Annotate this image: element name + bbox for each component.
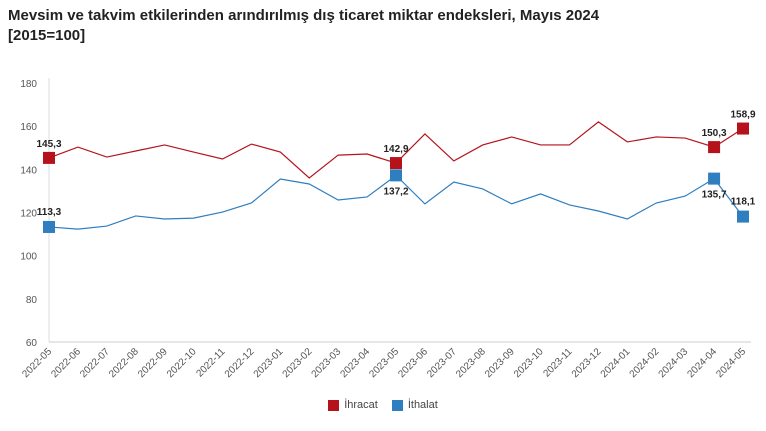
data-label: 142,9 <box>383 144 408 155</box>
legend-item-ithalat[interactable]: İthalat <box>391 399 438 411</box>
y-tick-label: 140 <box>20 165 37 176</box>
data-label: 137,2 <box>383 186 408 197</box>
x-tick-label: 2022-09 <box>136 346 170 380</box>
data-marker <box>737 122 749 135</box>
x-tick-label: 2023-11 <box>541 346 575 380</box>
x-tick-label: 2024-03 <box>657 346 691 380</box>
series-line-1 <box>48 174 744 230</box>
x-tick-label: 2024-04 <box>685 346 719 380</box>
legend-item-ihracat[interactable]: İhracat <box>328 399 378 411</box>
x-tick-label: 2023-08 <box>454 346 488 380</box>
x-tick-label: 2023-09 <box>483 346 517 380</box>
data-label: 145,3 <box>36 139 61 150</box>
legend-swatch-ihracat <box>328 399 340 411</box>
chart-title: Mevsim ve takvim etkilerinden arındırılm… <box>8 6 599 46</box>
data-marker <box>390 169 402 182</box>
legend: İhracat İthalat <box>0 399 766 411</box>
x-tick-label: 2023-03 <box>310 346 344 380</box>
x-tick-label: 2023-02 <box>281 346 315 380</box>
x-tick-label: 2022-11 <box>194 346 228 380</box>
x-tick-label: 2023-10 <box>512 346 546 380</box>
x-tick-label: 2023-06 <box>396 346 430 380</box>
data-marker <box>737 210 749 223</box>
x-tick-label: 2023-01 <box>252 346 286 380</box>
data-marker <box>390 157 402 170</box>
x-tick-label: 2022-10 <box>165 346 199 380</box>
chart-subtitle: [2015=100] <box>8 27 86 44</box>
data-label: 150,3 <box>702 128 727 139</box>
x-tick-label: 2024-01 <box>599 346 633 380</box>
x-tick-label: 2024-05 <box>714 346 748 380</box>
x-tick-label: 2023-12 <box>570 346 604 380</box>
data-label: 135,7 <box>702 190 727 201</box>
data-marker <box>708 172 721 185</box>
data-marker <box>43 220 55 233</box>
x-tick-label: 2022-12 <box>223 346 257 380</box>
chart-title-text: Mevsim ve takvim etkilerinden arındırılm… <box>8 7 600 24</box>
x-tick-label: 2023-07 <box>425 346 459 380</box>
x-tick-label: 2022-07 <box>78 346 112 380</box>
data-label: 158,9 <box>730 110 755 121</box>
x-tick-label: 2023-04 <box>338 346 372 380</box>
y-tick-label: 60 <box>26 338 38 349</box>
x-tick-label: 2024-02 <box>628 346 662 380</box>
y-tick-label: 80 <box>26 295 38 306</box>
x-tick-label: 2022-08 <box>107 346 141 380</box>
y-tick-label: 100 <box>20 252 37 263</box>
y-tick-label: 160 <box>20 122 37 133</box>
data-label: 113,3 <box>37 207 62 218</box>
legend-swatch-ithalat <box>391 399 403 411</box>
x-tick-label: 2022-06 <box>49 346 83 380</box>
y-tick-label: 120 <box>20 209 37 220</box>
legend-label-ihracat: İhracat <box>344 399 378 411</box>
data-marker <box>708 141 721 154</box>
x-tick-label: 2023-05 <box>367 346 401 380</box>
data-marker <box>43 151 55 164</box>
data-label: 118,1 <box>731 197 756 208</box>
y-tick-label: 180 <box>20 79 37 90</box>
x-tick-label: 2022-05 <box>20 346 54 380</box>
legend-label-ithalat: İthalat <box>407 399 438 411</box>
